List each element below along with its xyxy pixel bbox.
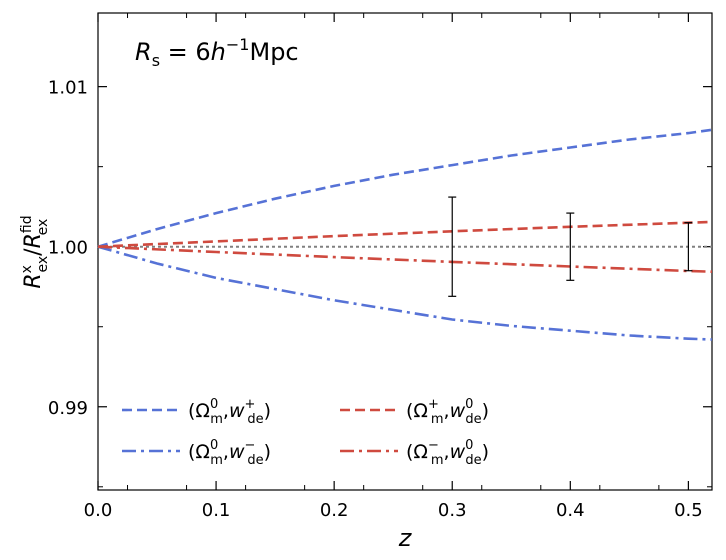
- annotation-unit-sup: −1: [226, 35, 250, 54]
- legend-label-0: (Ω0 m,w+ de): [188, 397, 271, 427]
- errorbar-layer: [448, 196, 693, 297]
- x-axis-label: z: [398, 524, 413, 552]
- y-tick-labels: 0.99 1.00 1.01: [48, 78, 88, 419]
- annotation-unit-var: h: [211, 38, 226, 66]
- legend-label-1: (Ω0 m,w− de): [188, 438, 271, 468]
- y-tick-label: 1.00: [48, 238, 88, 259]
- legend: (Ω0 m,w+ de) (Ω0 m,w− de) (Ω+ m,w0 de) (Ω− m,w0 de): [122, 397, 489, 468]
- legend-label-2: (Ω+ m,w0 de): [406, 397, 489, 427]
- series-line-2: [97, 220, 713, 248]
- annotation-unit-tail: Mpc: [249, 38, 298, 66]
- annotation-label-sub: s: [152, 51, 160, 70]
- x-tick-label: 0.0: [84, 500, 113, 521]
- plot-frame: [97, 12, 713, 491]
- annotation-value: = 6: [160, 38, 211, 66]
- x-tick-label: 0.3: [438, 500, 467, 521]
- y-label-den-sup: fid: [19, 215, 35, 233]
- y-tick-label: 1.01: [48, 78, 88, 99]
- y-label-num: R: [21, 273, 46, 288]
- tick-group: [97, 13, 712, 490]
- y-label-slash: /: [21, 248, 46, 256]
- x-tick-label: 0.5: [674, 500, 703, 521]
- legend-label-3: (Ω− m,w0 de): [406, 438, 489, 468]
- y-label-den: R: [21, 233, 46, 248]
- y-label-num-sub: ex: [35, 256, 51, 273]
- y-axis-label: Rxex/Rfidex: [19, 215, 51, 288]
- series-line-0: [97, 128, 713, 248]
- y-label-den-sub: ex: [35, 219, 51, 236]
- x-tick-label: 0.1: [202, 500, 231, 521]
- x-tick-label: 0.2: [320, 500, 349, 521]
- x-tick-label: 0.4: [556, 500, 585, 521]
- annotation-text: Rs = 6h−1Mpc: [135, 35, 299, 70]
- series-line-1: [97, 245, 713, 341]
- y-tick-label: 0.99: [48, 398, 88, 419]
- series-layer: [97, 128, 713, 341]
- x-tick-labels: 0.0 0.1 0.2 0.3 0.4 0.5: [84, 500, 703, 521]
- series-line-3: [97, 245, 713, 273]
- y-label-num-sup: x: [19, 265, 35, 273]
- annotation-label: R: [135, 38, 152, 66]
